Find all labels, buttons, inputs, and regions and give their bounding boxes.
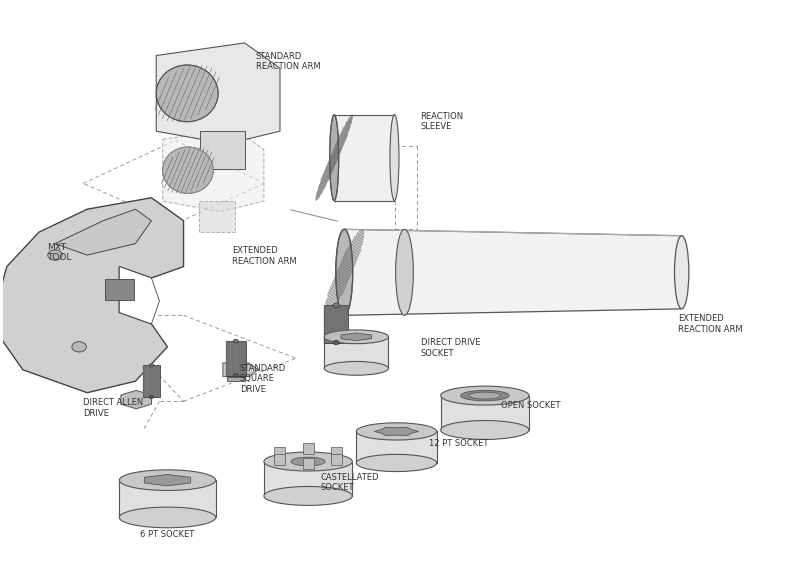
Ellipse shape — [264, 452, 352, 471]
Ellipse shape — [149, 364, 154, 367]
Ellipse shape — [291, 457, 325, 466]
Polygon shape — [121, 390, 151, 409]
Text: STANDARD
REACTION ARM: STANDARD REACTION ARM — [256, 52, 320, 71]
Ellipse shape — [336, 229, 353, 316]
Text: DIRECT ALLEN
DRIVE: DIRECT ALLEN DRIVE — [83, 398, 143, 418]
Text: 12 PT SOCKET: 12 PT SOCKET — [429, 439, 488, 448]
Text: MXT
TOOL: MXT TOOL — [47, 243, 71, 262]
Text: CASTELLATED
SOCKET: CASTELLATED SOCKET — [320, 473, 379, 492]
Polygon shape — [163, 129, 264, 211]
Ellipse shape — [233, 373, 239, 378]
Ellipse shape — [333, 340, 339, 345]
Ellipse shape — [48, 250, 62, 260]
Polygon shape — [375, 427, 418, 435]
Polygon shape — [142, 365, 160, 397]
Ellipse shape — [333, 303, 339, 307]
Polygon shape — [264, 461, 352, 496]
Ellipse shape — [119, 507, 216, 528]
Ellipse shape — [72, 342, 87, 352]
Polygon shape — [324, 305, 348, 343]
Ellipse shape — [119, 470, 216, 490]
Polygon shape — [324, 337, 388, 368]
Polygon shape — [55, 209, 151, 255]
Polygon shape — [201, 131, 244, 169]
Ellipse shape — [469, 392, 501, 399]
Polygon shape — [345, 229, 682, 316]
Ellipse shape — [163, 147, 214, 193]
Text: EXTENDED
REACTION ARM: EXTENDED REACTION ARM — [231, 247, 296, 266]
Ellipse shape — [396, 229, 413, 316]
Polygon shape — [341, 333, 371, 340]
Polygon shape — [441, 395, 529, 430]
Polygon shape — [226, 341, 246, 376]
Ellipse shape — [356, 423, 437, 440]
Text: REACTION
SLEEVE: REACTION SLEEVE — [421, 112, 464, 131]
Ellipse shape — [675, 236, 688, 309]
Text: 6 PT SOCKET: 6 PT SOCKET — [140, 530, 195, 540]
Polygon shape — [227, 377, 244, 381]
Text: EXTENDED
REACTION ARM: EXTENDED REACTION ARM — [678, 314, 743, 334]
Polygon shape — [331, 447, 342, 458]
Text: STANDARD
SQUARE
DRIVE: STANDARD SQUARE DRIVE — [239, 364, 286, 394]
Polygon shape — [274, 454, 285, 465]
Polygon shape — [303, 457, 314, 468]
Polygon shape — [145, 475, 190, 486]
Ellipse shape — [356, 455, 437, 471]
Ellipse shape — [233, 339, 239, 343]
Ellipse shape — [264, 486, 352, 505]
Polygon shape — [331, 454, 342, 465]
Polygon shape — [119, 266, 159, 324]
Polygon shape — [105, 279, 133, 300]
Ellipse shape — [441, 420, 529, 439]
Polygon shape — [0, 198, 184, 393]
Ellipse shape — [441, 386, 529, 405]
Polygon shape — [199, 201, 235, 232]
Polygon shape — [303, 444, 314, 455]
Ellipse shape — [324, 330, 388, 344]
Polygon shape — [274, 447, 285, 458]
Polygon shape — [156, 43, 280, 144]
Polygon shape — [334, 115, 395, 200]
Ellipse shape — [156, 65, 218, 122]
Ellipse shape — [330, 115, 339, 200]
Text: OPEN SOCKET: OPEN SOCKET — [501, 401, 561, 411]
Polygon shape — [223, 363, 258, 377]
Ellipse shape — [460, 390, 509, 401]
Text: DIRECT DRIVE
SOCKET: DIRECT DRIVE SOCKET — [421, 338, 480, 358]
Polygon shape — [119, 480, 216, 518]
Polygon shape — [356, 431, 437, 463]
Ellipse shape — [324, 361, 388, 375]
Ellipse shape — [390, 115, 399, 200]
Ellipse shape — [149, 395, 154, 398]
